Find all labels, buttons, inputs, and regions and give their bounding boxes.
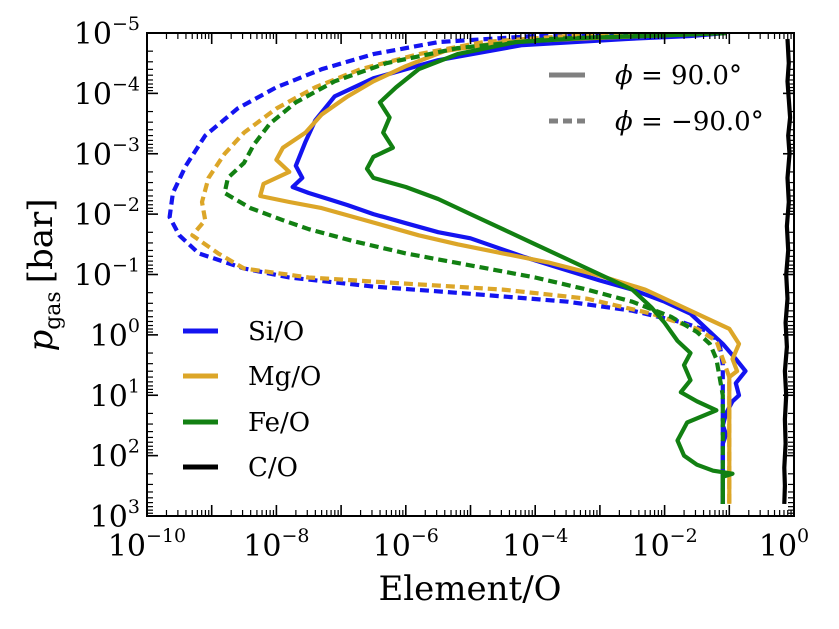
series-si-o-phi-90 <box>290 33 748 504</box>
y-tick-label: 10−1 <box>74 255 140 294</box>
x-tick-label: 10−8 <box>243 525 309 564</box>
y-axis-title-main: p <box>21 330 61 352</box>
x-tick-label: 100 <box>759 525 809 564</box>
element-legend: Si/O Mg/O Fe/O C/O <box>183 317 321 483</box>
series-fe-o-phi-90 <box>364 33 735 504</box>
series-mg-o-phi-minus-90 <box>190 33 732 504</box>
linestyle-legend-dashed-label: ϕ = −90.0° <box>615 107 764 137</box>
x-tick-label: 10−2 <box>631 525 697 564</box>
y-axis-title-sub: gas <box>41 291 66 330</box>
legend-label-fe-o: Fe/O <box>248 408 310 438</box>
x-tick-label: 10−4 <box>502 525 568 564</box>
y-tick-label: 102 <box>90 436 140 475</box>
y-axis-title: pgas [bar] <box>21 198 66 351</box>
y-axis-title-unit: [bar] <box>21 198 61 283</box>
x-tick-label: 10−10 <box>108 525 186 564</box>
series-fe-o-phi-minus-90 <box>222 33 727 504</box>
legend-label-si-o: Si/O <box>248 317 304 347</box>
y-tick-label: 103 <box>90 496 140 535</box>
legend-label-c-o: C/O <box>248 453 298 483</box>
linestyle-legend: ϕ = 90.0° ϕ = −90.0° <box>549 61 764 137</box>
x-tick-label: 10−6 <box>373 525 439 564</box>
series-c-o-phi-90 <box>782 38 793 504</box>
linestyle-legend-solid-label: ϕ = 90.0° <box>615 61 742 91</box>
x-axis-title: Element/O <box>378 569 561 609</box>
plot-frame <box>146 32 795 517</box>
y-tick-label: 100 <box>90 315 140 354</box>
legend-label-mg-o: Mg/O <box>248 362 321 392</box>
svg-text:pgas[bar]: pgas [bar] <box>21 198 66 351</box>
y-tick-label: 10−2 <box>74 194 140 233</box>
series-mg-o-phi-90 <box>258 33 742 504</box>
y-tick-label: 10−5 <box>74 13 140 52</box>
y-tick-label: 10−4 <box>74 73 140 112</box>
y-tick-label: 10−3 <box>74 134 140 173</box>
y-tick-label: 101 <box>90 375 140 414</box>
